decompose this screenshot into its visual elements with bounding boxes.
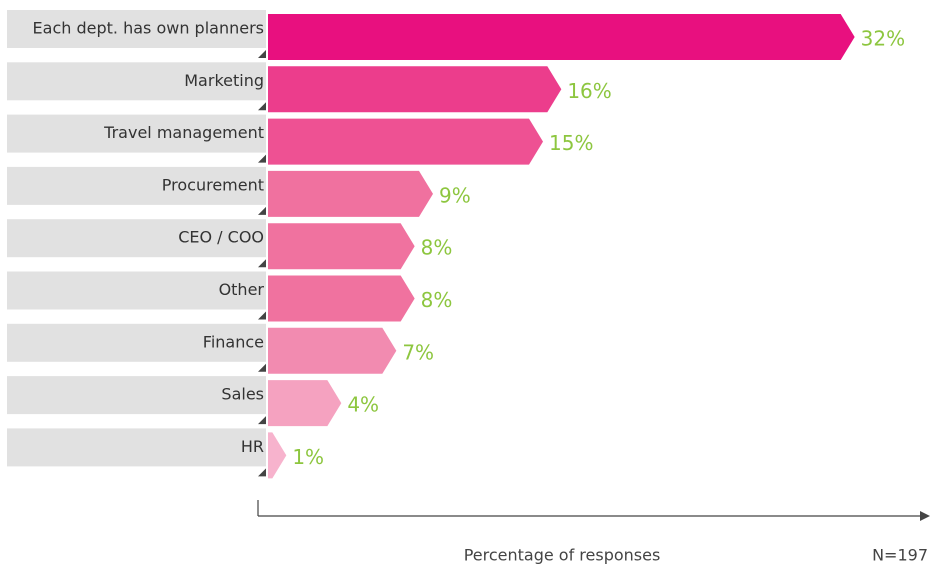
y-tick-label: CEO / COO: [178, 228, 264, 247]
y-tick-label: Marketing: [184, 71, 264, 90]
label-box: [7, 323, 266, 362]
label-box: [7, 166, 266, 205]
data-label: 9%: [439, 183, 471, 207]
x-axis-label: Percentage of responses: [464, 546, 661, 565]
label-corner: [258, 311, 266, 320]
y-tick-label: Sales: [221, 385, 264, 404]
bar: [268, 118, 543, 165]
label-box: [7, 219, 266, 258]
label-corner: [258, 468, 266, 477]
label-corner: [258, 154, 266, 163]
label-box: [7, 10, 266, 48]
y-tick-label: Other: [219, 280, 265, 299]
bar: [268, 432, 287, 479]
data-label: 32%: [861, 27, 905, 51]
data-label: 15%: [549, 131, 593, 155]
label-corner: [258, 206, 266, 215]
label-corner: [258, 102, 266, 111]
label-corner: [258, 363, 266, 372]
bar: [268, 380, 342, 427]
y-tick-label: Each dept. has own planners: [33, 19, 264, 38]
label-corner: [258, 50, 266, 58]
bar: [268, 170, 433, 217]
y-tick-label: HR: [241, 437, 264, 456]
data-label: 16%: [567, 79, 611, 103]
label-box: [7, 376, 266, 415]
bar: [268, 14, 855, 60]
label-box: [7, 62, 266, 101]
data-label: 4%: [347, 393, 379, 417]
bar: [268, 275, 415, 322]
y-tick-label: Travel management: [103, 123, 264, 142]
data-label: 7%: [402, 340, 434, 364]
label-corner: [258, 416, 266, 425]
bar: [268, 66, 562, 113]
data-label: 8%: [421, 236, 453, 260]
y-tick-label: Procurement: [162, 175, 264, 194]
label-box: [7, 271, 266, 310]
data-label: 1%: [292, 445, 324, 469]
axis-arrow: [920, 511, 930, 521]
data-label: 8%: [421, 288, 453, 312]
y-tick-label: Finance: [203, 332, 264, 351]
label-box: [7, 114, 266, 153]
note: N=197: [872, 546, 928, 565]
label-corner: [258, 259, 266, 268]
bar: [268, 223, 415, 270]
label-box: [7, 428, 266, 467]
bar: [268, 327, 397, 374]
